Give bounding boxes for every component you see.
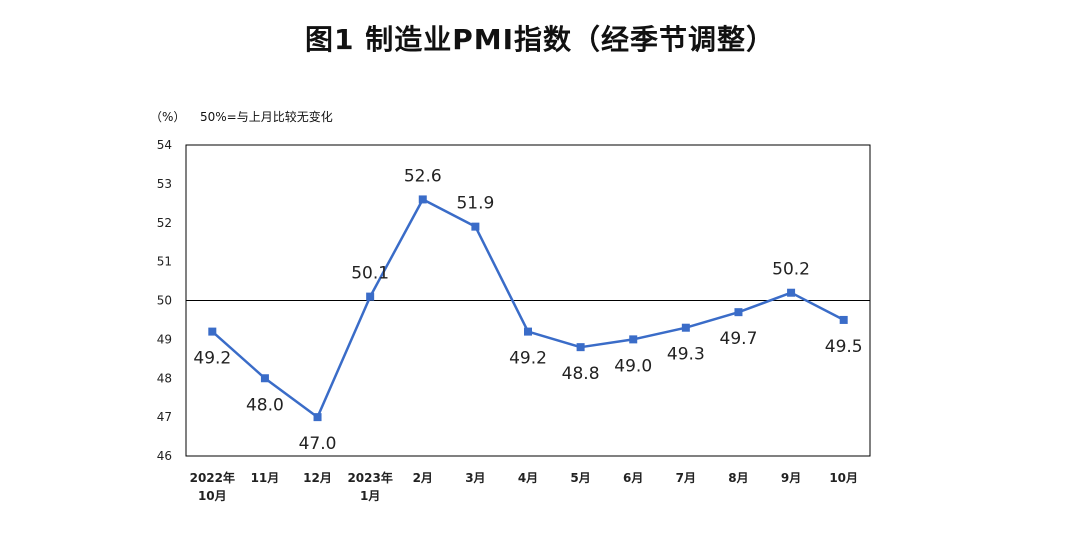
data-label: 49.2 xyxy=(509,349,547,369)
y-tick-label: 50 xyxy=(157,294,172,308)
x-tick-label: 5月 xyxy=(570,471,590,485)
data-label: 49.0 xyxy=(614,356,652,376)
data-point-marker xyxy=(418,195,427,204)
x-tick-label: 7月 xyxy=(676,471,696,485)
data-point-marker xyxy=(260,374,269,383)
x-tick-label: 8月 xyxy=(728,471,748,485)
data-label: 49.7 xyxy=(720,329,758,349)
data-label: 49.5 xyxy=(825,337,863,357)
data-label: 50.2 xyxy=(772,260,810,280)
data-point-marker xyxy=(471,222,480,231)
data-point-marker xyxy=(839,315,848,324)
data-point-marker xyxy=(366,292,375,301)
x-tick-label: 11月 xyxy=(251,471,280,485)
x-tick-label: 3月 xyxy=(465,471,485,485)
data-point-marker xyxy=(681,323,690,332)
data-point-marker xyxy=(208,327,217,336)
y-tick-label: 52 xyxy=(157,216,172,230)
chart-title: 图1 制造业PMI指数（经季节调整） xyxy=(304,23,776,56)
x-tick-label: 6月 xyxy=(623,471,643,485)
data-point-marker xyxy=(313,413,322,422)
x-tick-label: 2月 xyxy=(413,471,433,485)
series-line xyxy=(211,198,845,419)
x-tick-label: 12月 xyxy=(303,471,332,485)
x-tick-label: 9月 xyxy=(781,471,801,485)
x-tick-label: 1月 xyxy=(360,489,380,503)
data-point-marker xyxy=(787,288,796,297)
x-tick-label: 10月 xyxy=(829,471,858,485)
data-point-marker xyxy=(734,308,743,317)
data-point-marker xyxy=(576,343,585,352)
y-unit-label: （%） xyxy=(150,110,186,124)
x-tick-label: 2023年 xyxy=(347,470,392,485)
data-label: 48.8 xyxy=(562,364,600,384)
data-label: 52.6 xyxy=(404,166,442,186)
data-point-marker xyxy=(629,335,638,344)
data-label: 49.2 xyxy=(193,349,231,369)
y-tick-label: 46 xyxy=(157,449,172,463)
y-tick-label: 51 xyxy=(157,255,172,269)
data-label: 47.0 xyxy=(299,434,337,454)
data-label: 50.1 xyxy=(351,264,389,284)
data-label: 51.9 xyxy=(456,194,494,214)
y-tick-label: 54 xyxy=(157,138,172,152)
data-label: 49.3 xyxy=(667,345,705,365)
data-label: 48.0 xyxy=(246,395,284,415)
y-tick-label: 48 xyxy=(157,371,172,385)
x-tick-label: 2022年 xyxy=(190,470,235,485)
y-tick-label: 47 xyxy=(157,410,172,424)
reference-note: 50%=与上月比较无变化 xyxy=(200,110,333,124)
y-tick-label: 53 xyxy=(157,177,172,191)
x-tick-label: 4月 xyxy=(518,471,538,485)
x-tick-label: 10月 xyxy=(198,489,227,503)
y-tick-label: 49 xyxy=(157,332,172,346)
data-point-marker xyxy=(524,327,532,336)
